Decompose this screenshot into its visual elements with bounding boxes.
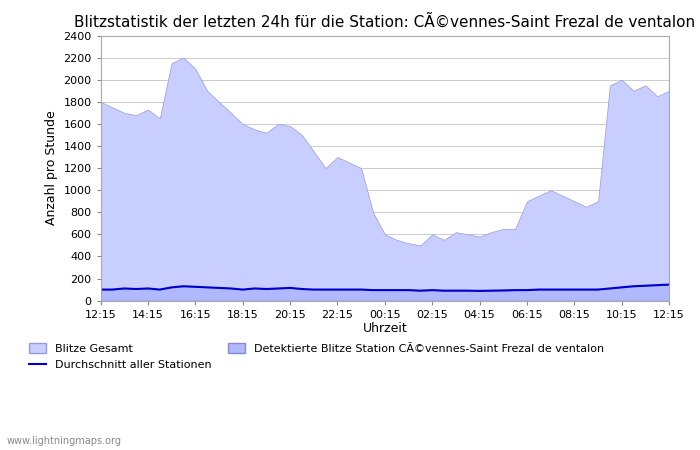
Y-axis label: Anzahl pro Stunde: Anzahl pro Stunde [45, 111, 57, 225]
Title: Blitzstatistik der letzten 24h für die Station: CÃ©vennes-Saint Frezal de vental: Blitzstatistik der letzten 24h für die S… [74, 15, 695, 30]
Text: www.lightningmaps.org: www.lightningmaps.org [7, 436, 122, 446]
X-axis label: Uhrzeit: Uhrzeit [363, 322, 407, 335]
Legend: Blitze Gesamt, Durchschnitt aller Stationen, Detektierte Blitze Station CÃ©venne: Blitze Gesamt, Durchschnitt aller Statio… [25, 338, 608, 374]
